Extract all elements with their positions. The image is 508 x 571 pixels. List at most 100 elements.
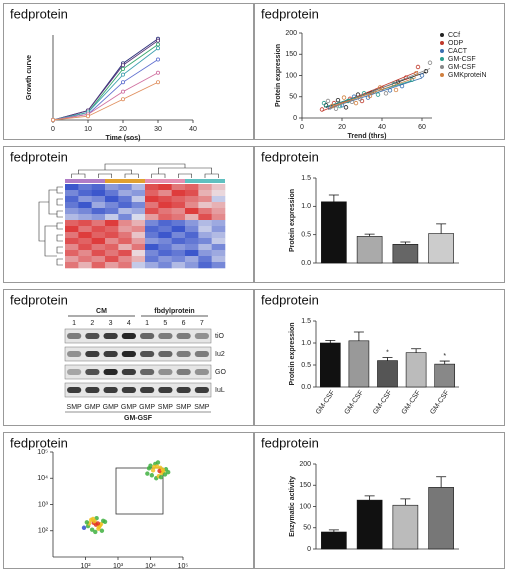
heat-cell bbox=[65, 208, 79, 215]
legend-marker bbox=[440, 57, 444, 61]
heat-cell bbox=[118, 202, 132, 209]
fit-line bbox=[331, 77, 417, 108]
point bbox=[341, 95, 347, 100]
error-bar bbox=[411, 348, 422, 353]
heat-cell bbox=[131, 214, 146, 221]
footer-label: GM-GSF bbox=[124, 415, 153, 422]
heat-cell bbox=[65, 190, 79, 197]
event bbox=[160, 467, 166, 472]
event bbox=[149, 473, 155, 478]
heat-cell bbox=[158, 220, 172, 227]
heat-cell bbox=[65, 250, 79, 257]
heat-cell bbox=[145, 196, 159, 203]
heat-cell bbox=[131, 220, 146, 227]
heat-cell bbox=[118, 208, 132, 215]
heat-cell bbox=[171, 208, 186, 215]
heat-cell bbox=[78, 262, 92, 269]
point bbox=[325, 98, 331, 104]
group-bar bbox=[65, 179, 105, 183]
error-bar bbox=[353, 331, 364, 341]
legend-label: GMKproteiN bbox=[448, 72, 487, 79]
point bbox=[423, 69, 429, 74]
legend-marker bbox=[440, 33, 444, 37]
bar bbox=[356, 236, 383, 264]
heat-cell bbox=[65, 214, 79, 221]
heat-cell bbox=[211, 184, 226, 191]
y-tick-label: 1.0 bbox=[301, 203, 311, 210]
heat-cell bbox=[145, 256, 159, 263]
series-line bbox=[52, 72, 159, 121]
heat-cell bbox=[198, 262, 212, 269]
panel: fedprotein 0 10 20 30 40 Time (sos) Growth curv… bbox=[3, 3, 254, 142]
panel-frame bbox=[254, 3, 505, 140]
x-tick-label: 10⁴ bbox=[145, 563, 156, 570]
point bbox=[121, 72, 126, 77]
band bbox=[85, 387, 100, 393]
y-tick-label: 10³ bbox=[38, 501, 49, 508]
event bbox=[162, 472, 168, 477]
heat-cell bbox=[171, 202, 186, 209]
point bbox=[155, 46, 160, 51]
series-line bbox=[52, 40, 159, 121]
heat-cell bbox=[185, 208, 199, 215]
error-bar bbox=[436, 223, 447, 234]
point bbox=[121, 97, 126, 102]
point bbox=[321, 100, 327, 106]
heat-cell bbox=[211, 208, 226, 215]
heat-cell bbox=[198, 238, 212, 245]
band bbox=[67, 333, 82, 339]
event bbox=[81, 525, 87, 530]
y-tick-label: 150 bbox=[285, 51, 297, 58]
heat-cell bbox=[118, 214, 132, 221]
heat-cell bbox=[78, 250, 92, 257]
point bbox=[121, 80, 126, 85]
legend-label: CCf bbox=[448, 32, 460, 39]
event bbox=[84, 520, 90, 525]
bar bbox=[348, 340, 370, 388]
panel-title: fedprotein bbox=[10, 292, 68, 307]
point bbox=[335, 97, 341, 103]
heat-cell bbox=[78, 232, 92, 239]
event bbox=[90, 516, 96, 522]
heat-cell bbox=[91, 244, 106, 251]
band bbox=[103, 387, 118, 393]
heat-cell bbox=[211, 262, 226, 269]
heat-cell bbox=[145, 190, 159, 197]
blot-strip bbox=[64, 328, 212, 344]
heat-cell bbox=[131, 256, 146, 263]
bar bbox=[321, 531, 347, 550]
heat-cell bbox=[171, 262, 186, 269]
heat-cell bbox=[198, 196, 212, 203]
heat-cell bbox=[185, 256, 199, 263]
point bbox=[51, 118, 56, 123]
heat-cell bbox=[185, 202, 199, 209]
blot-strip bbox=[64, 364, 212, 380]
blot-strip bbox=[64, 382, 212, 398]
point bbox=[419, 73, 425, 78]
y-tick-label: 200 bbox=[299, 461, 311, 468]
point bbox=[415, 64, 421, 70]
band bbox=[67, 387, 82, 393]
bar bbox=[392, 504, 419, 550]
panel-title: fedprotein bbox=[261, 292, 319, 307]
heat-cell bbox=[211, 190, 226, 197]
event bbox=[99, 528, 105, 533]
bar bbox=[321, 201, 347, 264]
heat-cell bbox=[78, 196, 92, 203]
point bbox=[319, 107, 325, 112]
x-tick-label: 10² bbox=[80, 563, 91, 570]
x-tick-label: 20 bbox=[119, 126, 127, 133]
point bbox=[393, 87, 399, 93]
heat-cell bbox=[158, 232, 172, 239]
heat-cell bbox=[145, 220, 159, 227]
heat-cell bbox=[145, 202, 159, 209]
event bbox=[152, 464, 157, 470]
heat-cell bbox=[65, 244, 79, 251]
error-bar bbox=[328, 194, 339, 202]
heat-cell bbox=[78, 244, 92, 251]
heat-cell bbox=[118, 238, 132, 245]
panel: fedprotein 0 50 100 150 200 Enzymatic activity bbox=[254, 432, 505, 569]
heat-cell bbox=[211, 196, 226, 203]
heat-cell bbox=[105, 220, 119, 227]
heat-cell bbox=[105, 208, 119, 215]
